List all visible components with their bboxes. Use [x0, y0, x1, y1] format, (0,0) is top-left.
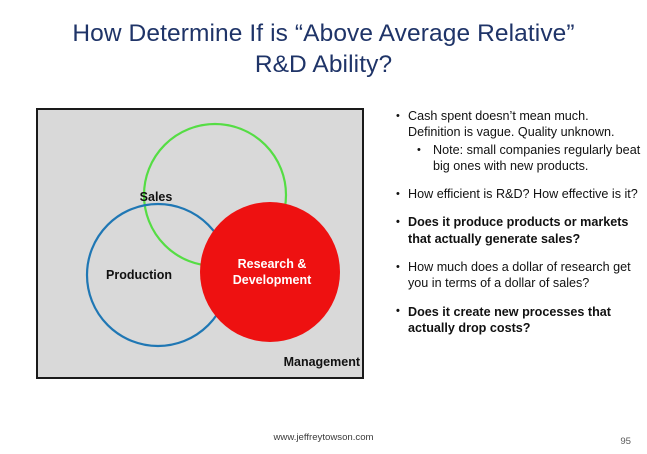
- bullet-item: How much does a dollar of research get y…: [393, 259, 643, 292]
- bullet-group: How efficient is R&D? How effective is i…: [393, 186, 643, 203]
- footer-url: www.jeffreytowson.com: [273, 432, 374, 443]
- page-title-line-2: R&D Ability?: [254, 51, 393, 78]
- research-development-circle: [200, 202, 340, 342]
- venn-diagram-stage: Sales Production Research & Development …: [38, 110, 362, 377]
- page-number: 95: [620, 436, 631, 447]
- venn-diagram-panel: Sales Production Research & Development …: [36, 108, 364, 379]
- page-title: How Determine If is “Above Average Relat…: [0, 18, 647, 80]
- bullet-item: Does it produce products or markets that…: [393, 214, 643, 247]
- sales-label: Sales: [139, 190, 173, 204]
- bullet-group: Cash spent doesn’t mean much. Definition…: [393, 108, 643, 174]
- bullet-item: How efficient is R&D? How effective is i…: [393, 186, 643, 203]
- management-label: Management: [283, 355, 360, 369]
- research-development-label: Research & Development: [198, 256, 346, 288]
- bullet-group: Does it create new processes that actual…: [393, 303, 643, 337]
- page-title-line-1: How Determine If is “Above Average Relat…: [72, 20, 575, 47]
- rnd-label-line-1: Research &: [237, 257, 307, 271]
- bullet-item: Does it create new processes that actual…: [393, 303, 643, 337]
- bullet-group: Does it produce products or markets that…: [393, 214, 643, 247]
- venn-circles-svg: [85, 122, 340, 348]
- bullet-group: How much does a dollar of research get y…: [393, 259, 643, 292]
- bullet-item: Cash spent doesn’t mean much. Definition…: [393, 108, 643, 141]
- bullet-list: Cash spent doesn’t mean much. Definition…: [393, 108, 643, 348]
- rnd-label-line-2: Development: [232, 273, 312, 287]
- production-label: Production: [106, 268, 172, 282]
- bullet-sub-item: Note: small companies regularly beat big…: [393, 142, 643, 175]
